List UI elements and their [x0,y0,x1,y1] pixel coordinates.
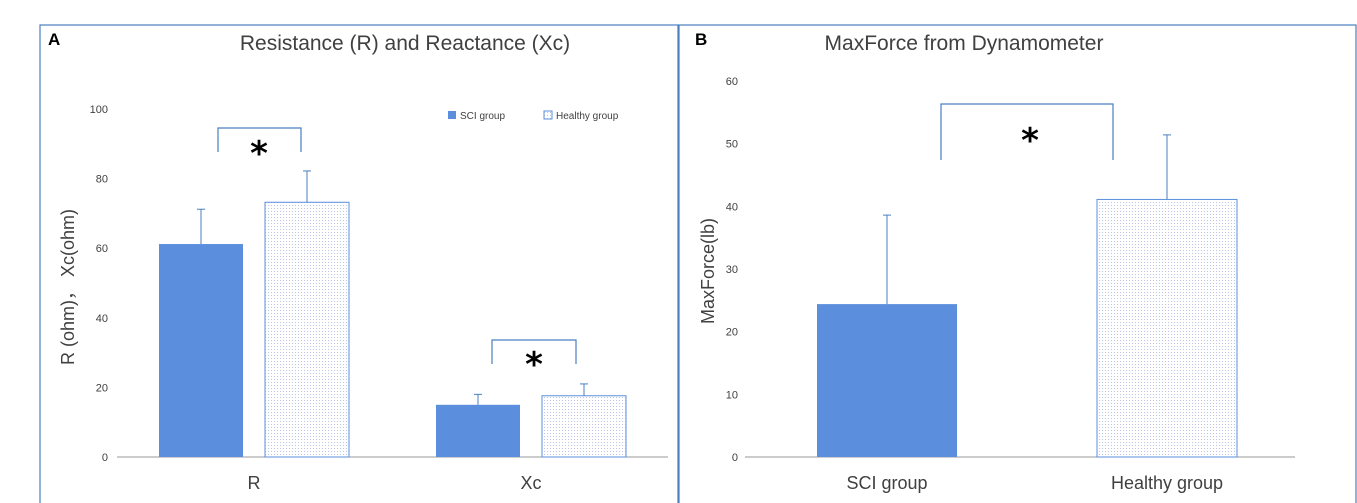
significance-star-maxforce: * [1021,121,1039,161]
panel-a-significance: * * [217,127,577,385]
panel-b-letter: B [695,30,707,49]
panel-b-y-axis-label: MaxForce(lb) [698,218,718,324]
panel-b-y-tick-label: 40 [726,201,738,213]
panel-b-y-tick-label: 10 [726,389,738,401]
panel-a-y-tick-label: 60 [96,243,108,255]
legend-sci-swatch [448,111,456,119]
panel-a-y-tick-label: 20 [96,382,108,394]
panel-a-healthy-xc-bar [541,395,627,458]
panel-b-x-tick-label: SCI group [846,473,927,493]
panel-b-y-tick-label: 60 [726,76,738,88]
panel-a-sci-xc-bar [436,404,520,457]
panel-a-marks: R Xc [159,170,627,493]
panel-b-y-tick-label: 20 [726,327,738,339]
panel-a: A Resistance (R) and Reactance (Xc) R (o… [39,24,679,503]
bracket-r [217,127,302,152]
panel-a-letter: A [48,30,60,49]
panel-b-marks: SCI group Healthy group [817,134,1238,493]
panel-b-y-tick-label: 50 [726,139,738,151]
panel-a-y-tick-label: 80 [96,174,108,186]
panel-b-title: MaxForce from Dynamometer [825,32,1104,55]
legend-healthy-label: Healthy group [556,111,619,122]
panel-a-y-tick-label: 100 [90,104,108,116]
panel-a-y-ticks: 0 20 40 60 80 100 [90,104,108,464]
panel-b-significance: * [940,103,1114,161]
panel-b-healthy-bar [1096,198,1238,458]
panel-b-y-tick-label: 0 [732,452,738,464]
legend-sci-label: SCI group [460,111,505,122]
bracket-xc [491,339,577,364]
panel-a-sci-r-bar [159,244,243,457]
significance-star-xc: * [525,345,543,385]
bracket-maxforce [940,103,1114,160]
panel-a-x-tick-label: R [248,473,261,493]
panel-a-y-axis-label: R (ohm)， Xc(ohm) [58,209,78,365]
panel-a-y-tick-label: 0 [102,452,108,464]
panel-b-x-tick-label: Healthy group [1111,473,1223,493]
panel-a-x-tick-label: Xc [520,473,541,493]
panel-b-y-ticks: 0 10 20 30 40 50 60 [726,76,738,464]
panel-a-title: Resistance (R) and Reactance (Xc) [240,32,570,55]
panel-a-y-tick-label: 40 [96,313,108,325]
panel-b: B MaxForce from Dynamometer MaxForce(lb)… [678,24,1357,503]
panel-b-border [678,24,1357,503]
legend-healthy-swatch [543,110,553,120]
panel-a-healthy-r-bar [264,201,350,458]
significance-star-r: * [250,134,268,174]
panel-b-sci-bar [817,304,957,457]
panel-a-legend: SCI group Healthy group [448,110,619,122]
panel-b-y-tick-label: 30 [726,264,738,276]
